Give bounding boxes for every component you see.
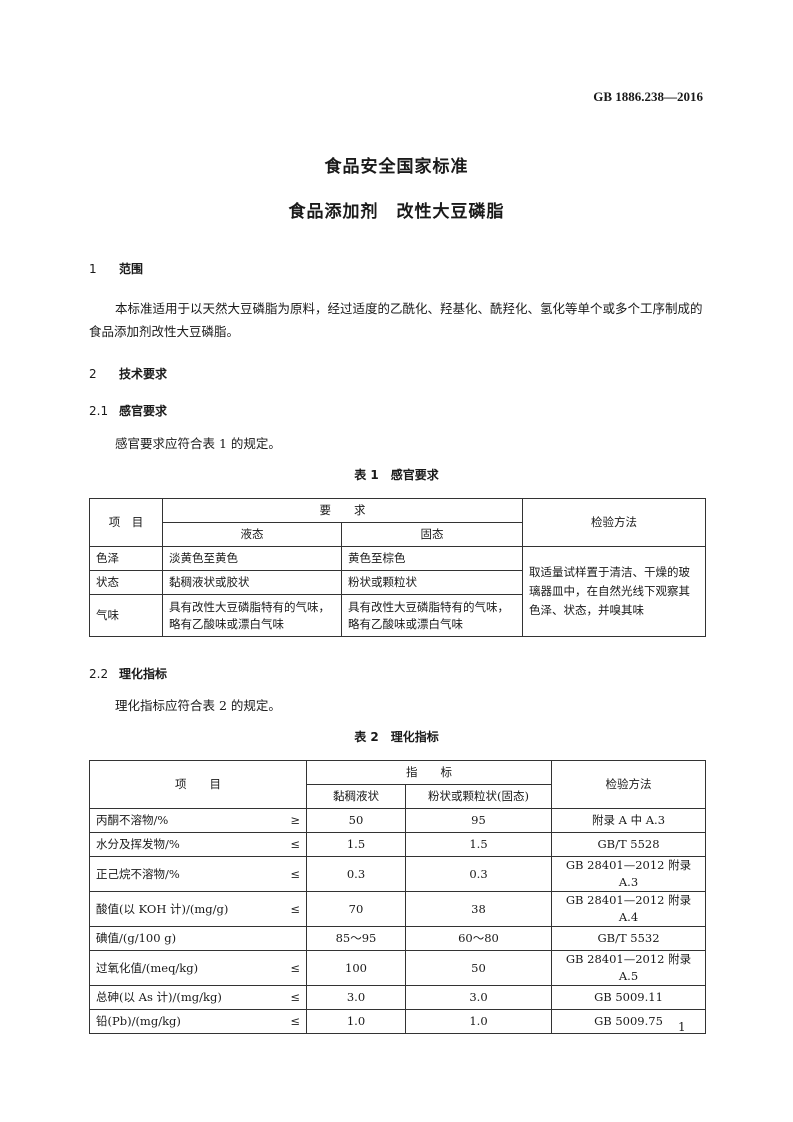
comparison-sign: ≤	[290, 960, 300, 975]
item-name: 水分及挥发物/%	[96, 837, 180, 851]
section-2-1-text: 感官要求应符合表 1 的规定。	[115, 436, 281, 451]
table-1: 项 目 要 求 检验方法 液态 固态 色泽 淡黄色至黄色 黄色至棕色 取适量试样置于…	[89, 498, 706, 637]
solid-value: 3.0	[405, 985, 552, 1010]
table-row: 碘值/(g/100 g) 85～95 60～80 GB/T 5532	[89, 926, 706, 951]
test-method: GB/T 5532	[551, 926, 706, 951]
table-1-header-liquid: 液态	[162, 522, 342, 547]
document-title: 食品安全国家标准	[324, 157, 469, 177]
liquid-value: 1.5	[306, 832, 406, 857]
document-subtitle: 食品添加剂 改性大豆磷脂	[288, 202, 505, 222]
solid-value: 0.3	[405, 856, 552, 892]
table-row: ≤ 铅(Pb)/(mg/kg) 1.0 1.0 GB 5009.75	[89, 1009, 706, 1034]
test-method: GB 28401—2012 附录 A.3	[551, 856, 706, 892]
item-name: 丙酮不溶物/%	[96, 813, 169, 827]
solid-value: 1.0	[405, 1009, 552, 1034]
table-2-header-liquid: 黏稠液状	[306, 784, 406, 809]
table-row: ≥ 丙酮不溶物/% 50 95 附录 A 中 A.3	[89, 808, 706, 833]
item-name: 总砷(以 As 计)/(mg/kg)	[96, 990, 222, 1004]
page-number: 1	[678, 1020, 686, 1034]
item-name: 正己烷不溶物/%	[96, 866, 180, 881]
liquid-value: 50	[306, 808, 406, 833]
comparison-sign: ≤	[290, 990, 300, 1004]
comparison-sign: ≤	[290, 837, 300, 851]
standard-number: GB 1886.238—2016	[593, 89, 703, 104]
section-2-heading: 2 技术要求	[89, 367, 168, 381]
comparison-sign: ≤	[290, 1014, 300, 1028]
table-2-header-solid: 粉状或颗粒状(固态)	[405, 784, 552, 809]
solid-value: 1.5	[405, 832, 552, 857]
comparison-sign: ≥	[290, 813, 300, 827]
table-1-method: 取适量试样置于清洁、干燥的玻璃器皿中，在自然光线下观察其色泽、状态，并嗅其味	[522, 546, 706, 637]
test-method: 附录 A 中 A.3	[551, 808, 706, 833]
table-1-header-requirement: 要 求	[162, 498, 523, 523]
table-1-header-solid: 固态	[341, 522, 523, 547]
item-name: 酸值(以 KOH 计)/(mg/g)	[96, 901, 229, 916]
table-row: 状态 黏稠液状或胶状 粉状或颗粒状	[89, 570, 706, 595]
test-method: GB 28401—2012 附录 A.4	[551, 891, 706, 927]
item-name: 铅(Pb)/(mg/kg)	[96, 1014, 181, 1028]
liquid-value: 1.0	[306, 1009, 406, 1034]
table-2-header-item: 项 目	[89, 760, 307, 809]
liquid-value: 0.3	[306, 856, 406, 892]
table-1-header-item: 项 目	[89, 498, 163, 547]
section-2-2-text: 理化指标应符合表 2 的规定。	[115, 698, 281, 713]
comparison-sign: ≤	[290, 866, 300, 881]
liquid-value: 85～95	[306, 926, 406, 951]
item-name: 过氧化值/(meq/kg)	[96, 960, 199, 975]
test-method: GB 28401—2012 附录 A.5	[551, 950, 706, 986]
table-2-header-method: 检验方法	[551, 760, 706, 809]
solid-value: 95	[405, 808, 552, 833]
table-2: 项 目 指 标 检验方法 黏稠液状 粉状或颗粒状(固态) ≥ 丙酮不溶物/% 50 9…	[89, 760, 706, 1034]
table-1-caption: 表 1 感官要求	[354, 468, 439, 482]
section-2-2-heading: 2.2 理化指标	[89, 667, 168, 681]
table-row: 色泽 淡黄色至黄色 黄色至棕色 取适量试样置于清洁、干燥的玻璃器皿中，在自然光线下观…	[89, 546, 706, 637]
liquid-value: 100	[306, 950, 406, 986]
item-name: 碘值/(g/100 g)	[96, 931, 177, 945]
test-method: GB/T 5528	[551, 832, 706, 857]
liquid-value: 70	[306, 891, 406, 927]
section-2-1-heading: 2.1 感官要求	[89, 404, 168, 418]
solid-value: 50	[405, 950, 552, 986]
table-row: ≤ 水分及挥发物/% 1.5 1.5 GB/T 5528	[89, 832, 706, 857]
comparison-sign: ≤	[290, 901, 300, 916]
table-row: ≤ 正己烷不溶物/% 0.3 0.3 GB 28401—2012 附录 A.3	[89, 856, 706, 892]
test-method: GB 5009.11	[551, 985, 706, 1010]
table-2-caption: 表 2 理化指标	[354, 730, 439, 744]
solid-value: 38	[405, 891, 552, 927]
section-1-heading: 1 范围	[89, 262, 144, 276]
solid-value: 60～80	[405, 926, 552, 951]
table-row: 气味 具有改性大豆磷脂特有的气味，略有乙酸味或漂白气味 具有改性大豆磷脂特有的气味，…	[89, 594, 706, 637]
liquid-value: 3.0	[306, 985, 406, 1010]
table-2-header-index: 指 标	[306, 760, 552, 785]
table-row: ≤ 总砷(以 As 计)/(mg/kg) 3.0 3.0 GB 5009.11	[89, 985, 706, 1010]
table-row: ≤ 酸值(以 KOH 计)/(mg/g) 70 38 GB 28401—2012 附录 …	[89, 891, 706, 927]
table-1-header-method: 检验方法	[522, 498, 706, 547]
test-method: GB 5009.75	[551, 1009, 706, 1034]
section-1-text: 本标准适用于以天然大豆磷脂为原料，经过适度的乙酰化、羟基化、酰羟化、氢化等单个或…	[89, 301, 703, 339]
table-row: ≤ 过氧化值/(meq/kg) 100 50 GB 28401—2012 附录 A.5	[89, 950, 706, 986]
